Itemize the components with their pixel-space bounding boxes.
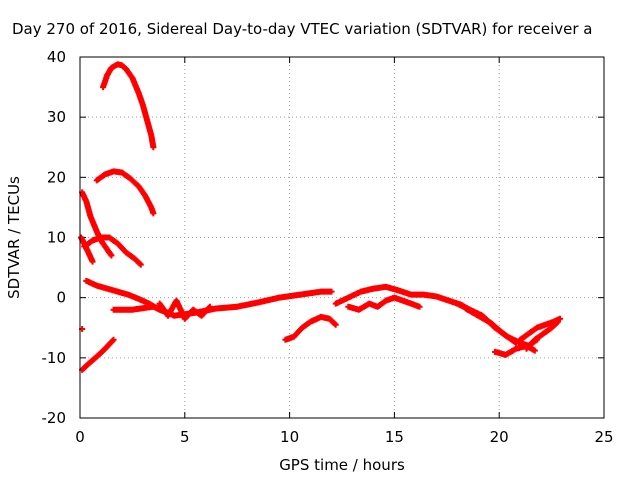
series-arc-midday-mixed <box>156 297 213 322</box>
x-axis-label: GPS time / hours <box>279 456 405 474</box>
x-tick-label: 15 <box>385 428 404 446</box>
y-tick-label: 0 <box>56 289 66 307</box>
series-arc-midday-main <box>110 288 335 319</box>
y-tick-label: 40 <box>47 48 66 66</box>
ticks-layer: 0 5 10 15 20 25 -20 -10 0 10 20 30 40 <box>42 48 614 446</box>
series-arc-start-10 <box>78 234 96 265</box>
y-axis-label: SDTVAR / TECUs <box>5 176 23 299</box>
data-point <box>89 258 96 265</box>
x-tick-label: 20 <box>490 428 509 446</box>
chart-title: Day 270 of 2016, Sidereal Day-to-day VTE… <box>12 20 593 38</box>
x-tick-label: 0 <box>75 428 85 446</box>
data-point <box>328 288 335 295</box>
series-arc-evening-drop-2 <box>462 305 519 346</box>
x-tick-label: 5 <box>180 428 190 446</box>
y-tick-label: 20 <box>47 168 66 186</box>
data-point <box>206 303 213 310</box>
series-arc-noon-low <box>282 313 339 343</box>
y-tick-label: -10 <box>42 349 67 367</box>
series-arc-afternoon-low <box>345 294 423 313</box>
grid-layer <box>80 57 604 418</box>
y-tick-label: -20 <box>42 409 67 427</box>
data-point <box>108 252 115 259</box>
y-tick-label: 10 <box>47 229 66 247</box>
data-point <box>556 315 563 322</box>
data-point <box>110 336 117 343</box>
data-point <box>137 261 144 268</box>
plot-frame <box>79 56 605 419</box>
data-point <box>554 318 561 325</box>
data-point <box>150 144 157 151</box>
x-tick-label: 10 <box>280 428 299 446</box>
series-arc-low-start <box>79 336 117 373</box>
data-point <box>150 210 157 217</box>
data-point <box>531 347 538 354</box>
y-tick-label: 30 <box>47 108 66 126</box>
x-tick-label: 25 <box>594 428 613 446</box>
points-layer <box>78 61 563 373</box>
series-arc-peak-38 <box>100 61 157 151</box>
data-point <box>332 321 339 328</box>
series-arc-peak-21 <box>93 168 157 217</box>
series-arc-late-rise-2 <box>523 318 561 352</box>
data-point <box>512 339 519 346</box>
data-point <box>416 303 423 310</box>
